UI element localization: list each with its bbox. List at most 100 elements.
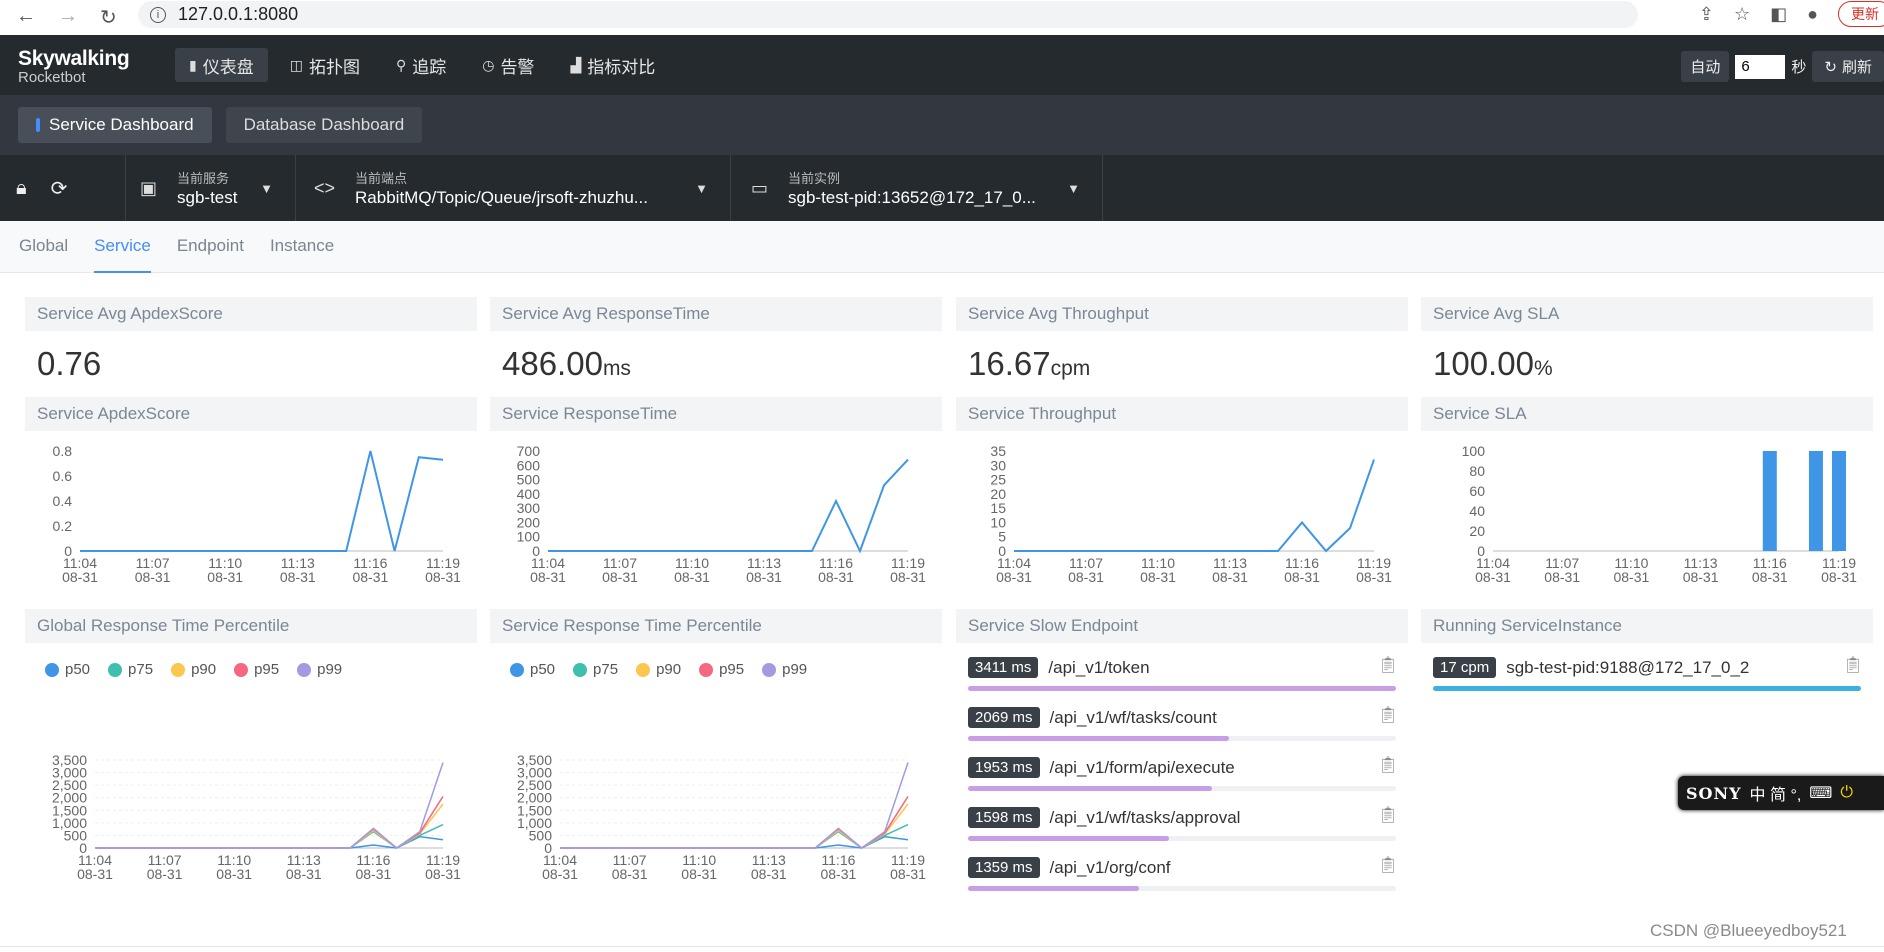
tab-global[interactable]: Global	[19, 236, 69, 255]
lock-icon[interactable]: 🔒︎	[16, 176, 27, 199]
item-name[interactable]: /api_v1/wf/tasks/count	[1049, 707, 1217, 727]
clipboard-icon[interactable]: 📋︎	[1842, 657, 1863, 674]
legend-item-p95[interactable]: p95	[234, 661, 279, 678]
x-tick-date: 08-31	[1140, 569, 1176, 585]
refresh-interval-input[interactable]	[1735, 54, 1786, 79]
stat-value: 100.00	[1433, 345, 1534, 382]
ime-status[interactable]: 中 简 °,	[1749, 787, 1802, 804]
menu-item-3[interactable]: ◷ 告警	[468, 48, 548, 82]
star-icon[interactable]: ☆	[1733, 3, 1751, 24]
legend-swatch	[573, 662, 588, 677]
sidepanel-icon[interactable]: ◧	[1770, 3, 1788, 24]
series-line[interactable]	[548, 458, 909, 554]
chart-card-throughput: Service Throughput 0 5 10 15 20 25 30 35 11:04 08…	[956, 397, 1408, 636]
menu-item-0[interactable]: ▮ 仪表盘	[175, 48, 268, 82]
x-tick-date: 08-31	[77, 866, 113, 882]
clipboard-icon[interactable]: 📋︎	[1377, 857, 1398, 874]
series-line-p99[interactable]	[95, 762, 444, 849]
sync-icon[interactable]: ⟳	[50, 177, 68, 200]
tab-endpoint[interactable]: Endpoint	[176, 236, 244, 255]
list-item[interactable]: 1359 ms/api_v1/org/conf 📋︎	[956, 843, 1408, 893]
app-logo[interactable]: Skywalking Rocketbot	[18, 47, 130, 86]
clipboard-icon[interactable]: 📋︎	[1377, 757, 1398, 774]
reload-icon[interactable]: ↻	[100, 7, 117, 29]
y-tick-label: 0.4	[53, 493, 73, 509]
x-tick-date: 08-31	[135, 569, 171, 585]
item-name[interactable]: /api_v1/form/api/execute	[1049, 757, 1235, 777]
clipboard-icon[interactable]: 📋︎	[1377, 807, 1398, 824]
legend-item-p90[interactable]: p90	[171, 661, 216, 678]
clipboard-icon[interactable]: 📋︎	[1377, 707, 1398, 724]
menu-item-4[interactable]: ▟ 指标对比	[556, 48, 669, 82]
x-tick-label: 11:13	[1213, 555, 1247, 571]
x-tick-label: 11:19	[1357, 555, 1391, 571]
menu-item-1[interactable]: ◫ 拓扑图	[276, 48, 374, 82]
legend-item-p99[interactable]: p99	[762, 661, 807, 678]
site-info-icon[interactable]: i	[150, 6, 166, 23]
series-line[interactable]	[1014, 459, 1375, 553]
service-selector[interactable]: ▣ 当前服务 sgb-test ▼	[126, 155, 296, 221]
legend-item-p90[interactable]: p90	[636, 661, 681, 678]
x-tick-label: 11:13	[287, 852, 321, 868]
forward-icon[interactable]: →	[58, 5, 78, 27]
back-icon[interactable]: ←	[16, 5, 36, 27]
y-tick-label: 0	[79, 840, 87, 856]
clipboard-icon[interactable]: 📋︎	[1377, 657, 1398, 674]
bar[interactable]	[1832, 451, 1846, 551]
legend-item-p50[interactable]: p50	[45, 661, 90, 678]
address-bar[interactable]: i 127.0.0.1:8080	[138, 1, 1638, 28]
y-tick-label: 500	[529, 827, 553, 843]
bar[interactable]	[1808, 451, 1823, 551]
bar[interactable]	[1762, 451, 1777, 551]
series-line-p95[interactable]	[560, 796, 909, 849]
legend-item-p75[interactable]: p75	[108, 661, 153, 678]
list-item[interactable]: 1953 ms/api_v1/form/api/execute 📋︎	[956, 743, 1408, 793]
x-tick-label: 11:04	[1476, 555, 1510, 571]
refresh-button[interactable]: ↻ 刷新	[1812, 51, 1884, 82]
x-tick-label: 11:07	[148, 852, 182, 868]
y-tick-label: 0.8	[53, 443, 73, 459]
tab-instance[interactable]: Instance	[269, 236, 335, 255]
item-name[interactable]: sgb-test-pid:9188@172_17_0_2	[1506, 657, 1750, 677]
dashboard-tab-0[interactable]: Service Dashboard	[18, 107, 212, 143]
legend-swatch	[762, 662, 777, 677]
list-item[interactable]: 2069 ms/api_v1/wf/tasks/count 📋︎	[956, 693, 1408, 743]
x-tick-date: 08-31	[207, 569, 243, 585]
url-text[interactable]: 127.0.0.1:8080	[178, 4, 299, 24]
power-icon[interactable]: ⏻	[1840, 784, 1854, 801]
series-line-p99[interactable]	[560, 762, 909, 849]
endpoint-selector[interactable]: <> 当前端点 RabbitMQ/Topic/Queue/jrsoft-zhuz…	[296, 155, 731, 221]
legend-item-p75[interactable]: p75	[573, 661, 618, 678]
x-tick-date: 08-31	[602, 569, 638, 585]
ime-toolbar[interactable]: SONY 中 简 °, ⌨ ⏻	[1678, 776, 1884, 810]
item-name[interactable]: /api_v1/org/conf	[1049, 857, 1171, 877]
list-item[interactable]: 3411 ms/api_v1/token 📋︎	[956, 643, 1408, 693]
share-icon[interactable]: ⇪	[1698, 3, 1714, 24]
endpoint-selector-label: 当前端点	[355, 171, 408, 186]
progress-fill	[968, 786, 1212, 791]
progress-fill	[968, 886, 1140, 891]
legend-item-p50[interactable]: p50	[510, 661, 555, 678]
list-item[interactable]: 17 cpm sgb-test-pid:9188@172_17_0_2 📋︎	[1421, 643, 1873, 693]
legend-item-p99[interactable]: p99	[297, 661, 342, 678]
menu-item-2[interactable]: ⚲ 追踪	[382, 48, 460, 82]
instance-selector[interactable]: ▭ 当前实例 sgb-test-pid:13652@172_17_0... ▼	[731, 155, 1103, 221]
legend-item-p95[interactable]: p95	[699, 661, 744, 678]
x-tick-date: 08-31	[355, 866, 391, 882]
tab-service[interactable]: Service	[94, 221, 151, 273]
x-tick-date: 08-31	[542, 866, 578, 882]
divider	[0, 946, 1884, 947]
update-button[interactable]: 更新	[1838, 1, 1884, 27]
auto-toggle-button[interactable]: 自动	[1681, 51, 1730, 82]
keyboard-icon[interactable]: ⌨	[1809, 785, 1833, 802]
dashboard-tab-1[interactable]: Database Dashboard	[225, 107, 423, 143]
running-instance-card: Running ServiceInstance 17 cpm sgb-test-p…	[1421, 609, 1873, 693]
y-tick-label: 10	[990, 514, 1006, 530]
item-name[interactable]: /api_v1/wf/tasks/approval	[1049, 807, 1241, 827]
series-line[interactable]	[80, 450, 444, 552]
series-line-p95[interactable]	[95, 796, 444, 849]
profile-icon[interactable]: ●	[1807, 3, 1818, 24]
list-item[interactable]: 1598 ms/api_v1/wf/tasks/approval 📋︎	[956, 793, 1408, 843]
x-tick-label: 11:19	[1822, 555, 1856, 571]
item-name[interactable]: /api_v1/token	[1048, 657, 1150, 677]
